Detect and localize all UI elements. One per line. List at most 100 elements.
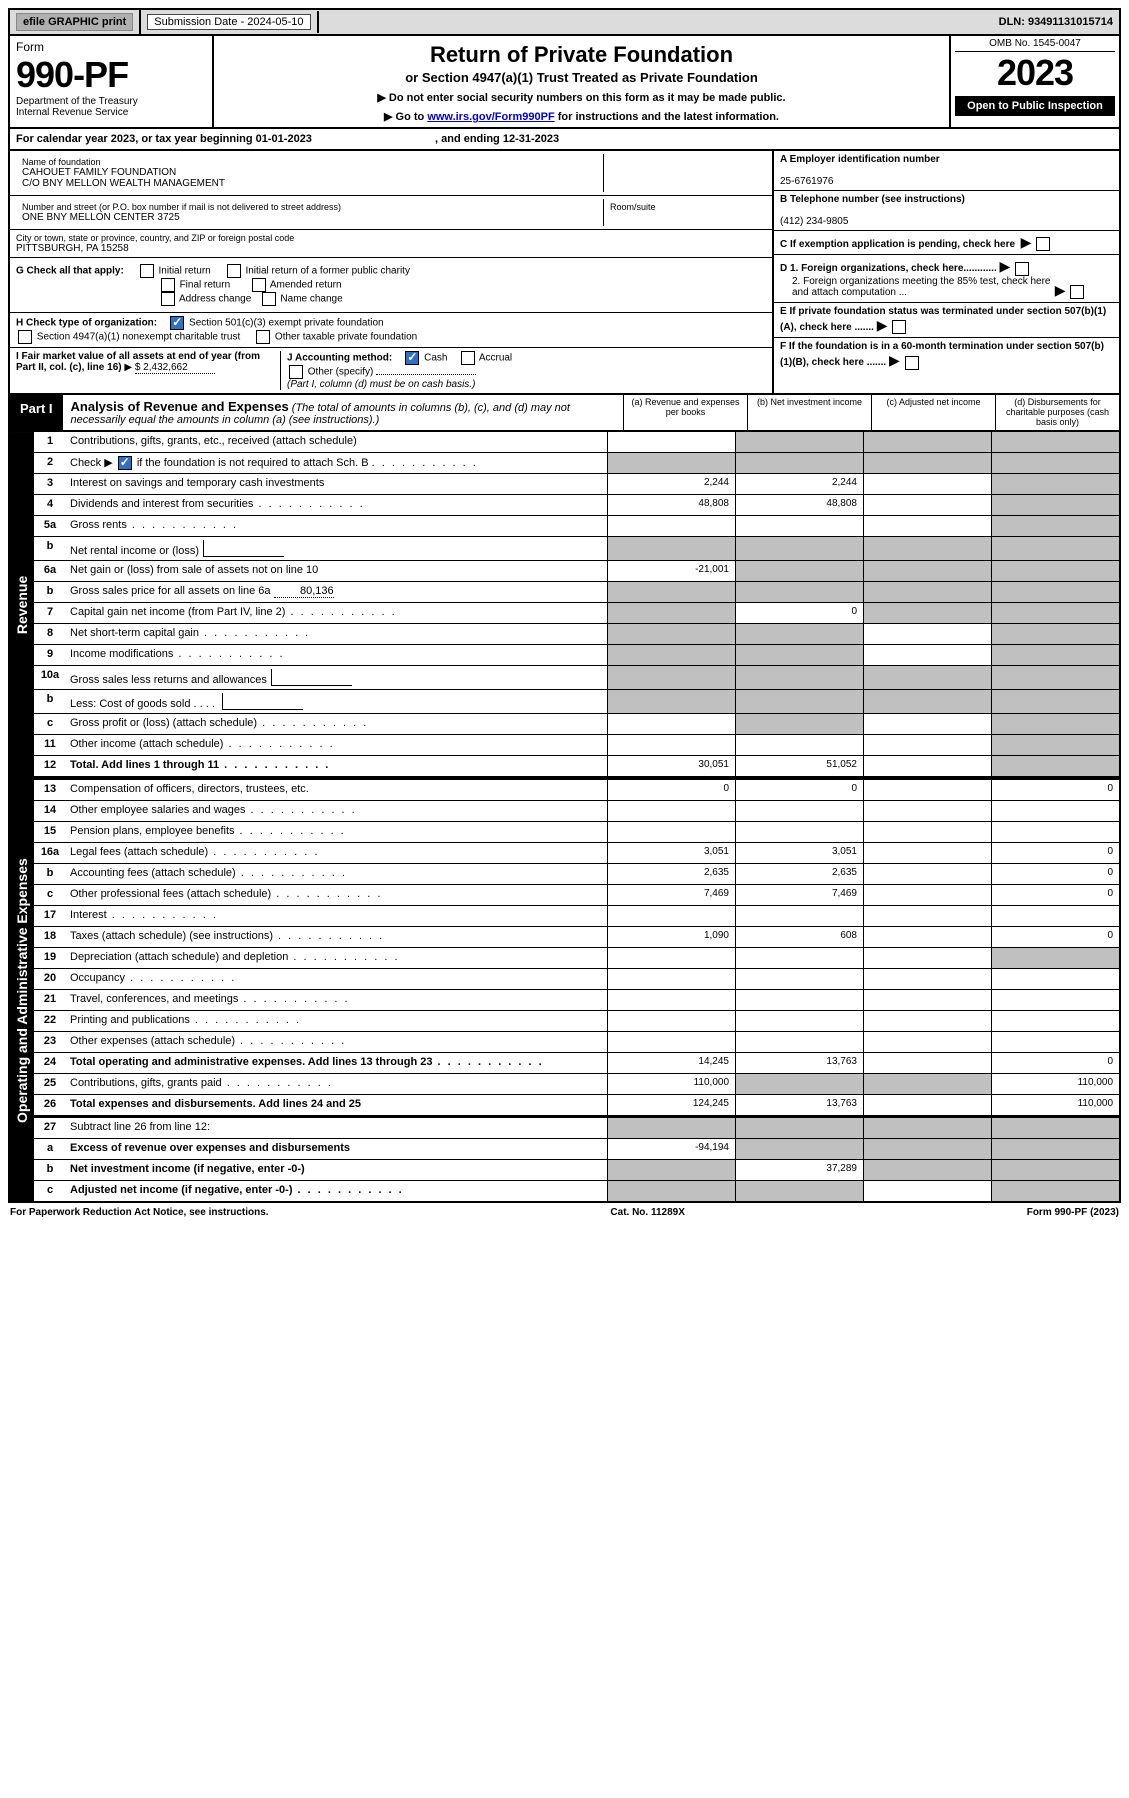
r25-label: Contributions, gifts, grants paid [66,1074,607,1094]
row-27a: a Excess of revenue over expenses and di… [34,1139,1119,1160]
cash-checkbox[interactable] [405,351,419,365]
r27-b [735,1118,863,1138]
r5b-b [735,537,863,560]
r16b-b: 2,635 [735,864,863,884]
r23-label: Other expenses (attach schedule) [66,1032,607,1052]
f-checkbox[interactable] [905,356,919,370]
row-10c: c Gross profit or (loss) (attach schedul… [34,714,1119,735]
r27a-a: -94,194 [607,1139,735,1159]
row-17: 17 Interest [34,906,1119,927]
r2-d [991,453,1119,473]
r15-text: Pension plans, employee benefits [70,825,235,837]
form-word: Form [16,40,206,54]
r22-b [735,1011,863,1031]
r10b-c [863,690,991,713]
open-public-badge: Open to Public Inspection [955,96,1115,116]
g-initial-former: Initial return of a former public charit… [245,266,410,277]
row-27b: b Net investment income (if negative, en… [34,1160,1119,1181]
r7-text: Capital gain net income (from Part IV, l… [70,606,285,618]
r7-d [991,603,1119,623]
r19-c [863,948,991,968]
r3-d [991,474,1119,494]
r26-num: 26 [34,1095,66,1115]
r27b-d [991,1160,1119,1180]
c-checkbox[interactable] [1036,237,1050,251]
efile-button[interactable]: efile GRAPHIC print [16,13,133,31]
other-taxable-checkbox[interactable] [256,330,270,344]
r26-b: 13,763 [735,1095,863,1115]
row-22: 22 Printing and publications [34,1011,1119,1032]
final-return-checkbox[interactable] [161,278,175,292]
r7-c [863,603,991,623]
initial-former-checkbox[interactable] [227,264,241,278]
addr-label: Number and street (or P.O. box number if… [22,202,597,212]
r22-text: Printing and publications [70,1014,190,1026]
r19-a [607,948,735,968]
dln: DLN: 93491131015714 [993,13,1119,31]
d1-checkbox[interactable] [1015,262,1029,276]
r15-a [607,822,735,842]
r17-c [863,906,991,926]
r2-pre: Check ▶ [70,457,116,469]
r18-label: Taxes (attach schedule) (see instruction… [66,927,607,947]
r24-label: Total operating and administrative expen… [66,1053,607,1073]
e-checkbox[interactable] [892,320,906,334]
r1-num: 1 [34,432,66,452]
header-left: Form 990-PF Department of the Treasury I… [10,36,214,127]
r6b-num: b [34,582,66,602]
ein-value: 25-6761976 [780,176,833,187]
r6b-inline: 80,136 [274,585,334,598]
r25-num: 25 [34,1074,66,1094]
r16a-label: Legal fees (attach schedule) [66,843,607,863]
r20-text: Occupancy [70,972,125,984]
city-state-zip: PITTSBURGH, PA 15258 [16,243,766,254]
r7-b: 0 [735,603,863,623]
r22-a [607,1011,735,1031]
row-27c: c Adjusted net income (if negative, ente… [34,1181,1119,1201]
address-change-checkbox[interactable] [161,292,175,306]
amended-return-checkbox[interactable] [252,278,266,292]
r7-label: Capital gain net income (from Part IV, l… [66,603,607,623]
address-row: Number and street (or P.O. box number if… [10,196,772,230]
d2-checkbox[interactable] [1070,285,1084,299]
r27a-num: a [34,1139,66,1159]
opex-table: Operating and Administrative Expenses 13… [8,778,1121,1203]
r17-text: Interest [70,909,107,921]
r23-d [991,1032,1119,1052]
r18-text: Taxes (attach schedule) (see instruction… [70,930,273,942]
form990pf-link[interactable]: www.irs.gov/Form990PF [427,111,554,123]
h-other: Other taxable private foundation [275,332,417,343]
r6b-d [991,582,1119,602]
row-16c: c Other professional fees (attach schedu… [34,885,1119,906]
schb-checkbox[interactable] [118,456,132,470]
r27c-d [991,1181,1119,1201]
r14-d [991,801,1119,821]
accrual-checkbox[interactable] [461,351,475,365]
phone-cell: B Telephone number (see instructions) (4… [774,191,1119,231]
other-method-checkbox[interactable] [289,365,303,379]
r7-a [607,603,735,623]
footer-mid: Cat. No. 11289X [610,1207,684,1218]
r10c-text: Gross profit or (loss) (attach schedule) [70,717,257,729]
g-address: Address change [179,294,251,305]
r13-label: Compensation of officers, directors, tru… [66,780,607,800]
r10b-label: Less: Cost of goods sold . . . . [66,690,607,713]
r27a-b [735,1139,863,1159]
entity-right: A Employer identification number 25-6761… [772,151,1119,393]
r26-label: Total expenses and disbursements. Add li… [66,1095,607,1115]
r22-d [991,1011,1119,1031]
name-change-checkbox[interactable] [262,292,276,306]
4947-checkbox[interactable] [18,330,32,344]
initial-return-checkbox[interactable] [140,264,154,278]
opex-side-label: Operating and Administrative Expenses [10,778,34,1201]
r10c-b [735,714,863,734]
entity-info: Name of foundation CAHOUET FAMILY FOUNDA… [8,151,1121,395]
r10b-num: b [34,690,66,713]
501c3-checkbox[interactable] [170,316,184,330]
r1-d [991,432,1119,452]
r6b-b [735,582,863,602]
r24-text: Total operating and administrative expen… [70,1056,432,1068]
r24-d: 0 [991,1053,1119,1073]
r8-d [991,624,1119,644]
r4-a: 48,808 [607,495,735,515]
